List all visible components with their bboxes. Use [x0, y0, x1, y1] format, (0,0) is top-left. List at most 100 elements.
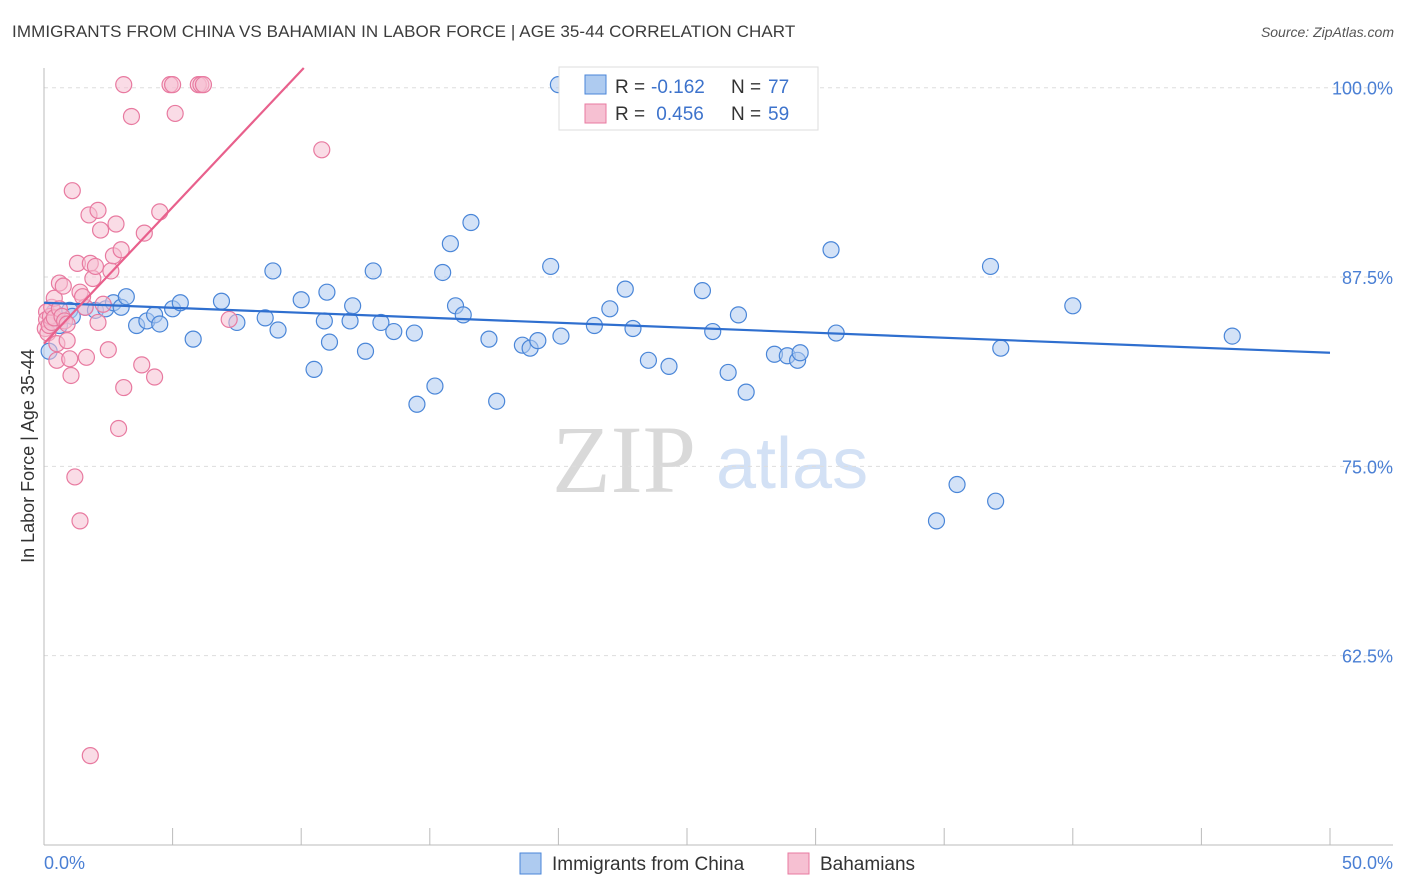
data-point-bahamians	[220, 310, 238, 329]
data-point-bahamians	[135, 224, 153, 242]
y-tick-label: 100.0%	[1332, 79, 1393, 99]
trend-line-bahamians	[43, 67, 305, 345]
data-point-bahamians	[107, 215, 125, 233]
data-point-china	[405, 324, 423, 342]
legend-n-label-china: N =	[731, 77, 766, 98]
legend-r-label-china: R =	[615, 77, 650, 98]
data-point-china	[791, 344, 809, 362]
data-point-china	[408, 395, 426, 413]
data-point-bahamians	[115, 378, 133, 397]
data-point-china	[585, 316, 604, 335]
data-point-china	[719, 363, 737, 382]
data-point-china	[356, 342, 375, 360]
y-tick-label: 87.5%	[1342, 268, 1393, 288]
data-point-china	[948, 475, 966, 494]
legend-stats: R = -0.162 N = 77 R = 0.456 N = 59	[558, 66, 819, 131]
data-point-china	[305, 360, 323, 379]
watermark-zip: ZIP	[552, 406, 696, 513]
y-tick-label: 75.0%	[1342, 457, 1393, 477]
source-credit: Source: ZipAtlas.com	[1260, 24, 1394, 40]
data-point-bahamians	[62, 366, 80, 385]
y-axis-label: In Labor Force | Age 35-44	[18, 349, 38, 563]
chart-title: IMMIGRANTS FROM CHINA VS BAHAMIAN IN LAB…	[12, 22, 796, 41]
data-point-china	[454, 306, 472, 324]
data-point-bahamians	[151, 203, 169, 221]
data-point-china	[264, 262, 282, 280]
data-point-china	[542, 257, 560, 276]
data-point-china	[737, 383, 755, 401]
data-point-china	[552, 327, 570, 345]
data-point-china	[385, 322, 403, 341]
data-point-bahamians	[91, 221, 110, 239]
data-point-bahamians	[115, 76, 133, 94]
data-point-china	[117, 288, 135, 306]
y-tick-labels: 62.5% 75.0% 87.5% 100.0%	[1332, 79, 1393, 667]
data-point-bahamians	[61, 350, 79, 368]
data-point-china	[1064, 297, 1082, 315]
data-point-china	[992, 339, 1010, 357]
data-point-china	[693, 282, 712, 300]
data-point-bahamians	[71, 512, 89, 530]
data-point-bahamians	[112, 241, 130, 259]
data-point-china	[480, 330, 498, 348]
data-point-china	[927, 512, 946, 530]
data-point-china	[315, 312, 333, 330]
data-point-china	[822, 241, 840, 259]
data-point-china	[488, 392, 506, 410]
gridlines	[44, 87, 1393, 657]
watermark-atlas: atlas	[716, 424, 868, 504]
data-point-bahamians	[58, 332, 76, 350]
legend-swatch-china	[584, 74, 607, 95]
data-point-china	[320, 333, 339, 351]
data-point-bahamians	[194, 76, 213, 94]
data-point-china	[729, 306, 748, 324]
data-point-china	[151, 315, 169, 333]
data-point-china	[269, 321, 287, 339]
data-point-china	[364, 262, 382, 280]
data-point-bahamians	[122, 107, 141, 126]
x-tick-label-max: 50.0%	[1342, 853, 1393, 873]
data-point-china	[616, 280, 634, 298]
legend-bottom-swatch-china	[519, 852, 542, 875]
data-point-china	[212, 292, 231, 310]
data-point-china	[529, 332, 547, 350]
data-point-bahamians	[109, 419, 128, 438]
data-point-bahamians	[66, 468, 84, 486]
data-point-bahamians	[133, 356, 151, 374]
legend-bottom-swatch-bahamians	[787, 852, 810, 875]
data-point-bahamians	[77, 348, 96, 366]
data-point-bahamians	[63, 182, 81, 200]
data-point-china	[171, 294, 189, 312]
data-point-bahamians	[89, 313, 107, 332]
legend-n-value-china: 77	[768, 77, 789, 98]
data-point-bahamians	[313, 141, 331, 159]
legend-bottom-label-china: Immigrants from China	[552, 854, 745, 875]
legend-r-value-bahamians: 0.456	[651, 104, 704, 125]
data-point-bahamians	[81, 747, 99, 765]
x-tick-label-min: 0.0%	[44, 853, 85, 873]
legend-n-value-bahamians: 59	[768, 104, 789, 125]
legend-n-label-bahamians: N =	[731, 104, 766, 125]
legend-series: Immigrants from China Bahamians	[519, 852, 915, 875]
data-point-china	[704, 322, 722, 341]
data-point-bahamians	[166, 104, 184, 123]
data-point-china	[292, 291, 310, 309]
data-point-china	[426, 377, 444, 395]
data-point-china	[660, 357, 678, 375]
data-point-china	[372, 313, 390, 332]
legend-swatch-bahamians	[584, 103, 607, 124]
trend-line-china	[43, 301, 1331, 354]
data-point-china	[624, 319, 642, 338]
data-point-china	[1223, 327, 1241, 345]
data-point-china	[639, 351, 658, 369]
data-point-china	[981, 257, 1000, 276]
legend-bottom-label-bahamians: Bahamians	[820, 854, 915, 875]
data-point-china	[318, 283, 336, 301]
data-point-china	[987, 492, 1005, 510]
data-point-china	[441, 235, 459, 253]
data-point-china	[184, 330, 202, 348]
data-point-china	[434, 263, 452, 282]
series-bahamians-points	[36, 76, 331, 765]
data-point-china	[256, 309, 274, 327]
